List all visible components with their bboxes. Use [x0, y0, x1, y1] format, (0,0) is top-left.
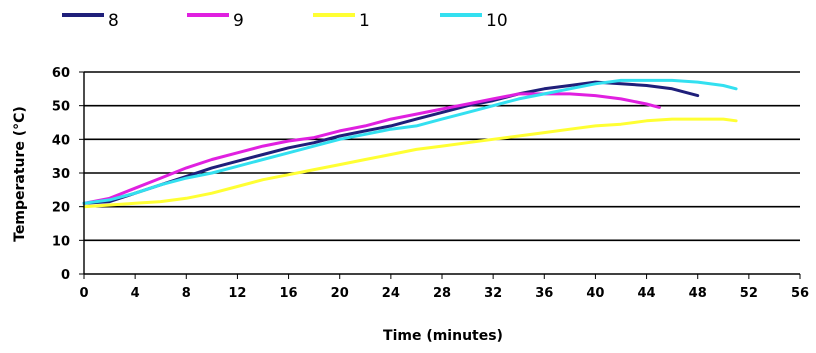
x-tick-label: 40 [586, 286, 604, 301]
legend-label-9: 9 [233, 11, 244, 31]
x-tick-label: 12 [228, 286, 246, 301]
x-tick-label: 0 [79, 286, 88, 301]
gridlines [84, 71, 800, 242]
legend-label-1: 1 [359, 11, 370, 31]
x-tick-label: 20 [331, 286, 349, 301]
x-tick-label: 16 [280, 286, 298, 301]
legend-label-10: 10 [486, 11, 508, 31]
axes [79, 71, 801, 279]
legend-label-8: 8 [108, 11, 119, 31]
x-tick-label: 52 [740, 286, 758, 301]
series-line-1 [82, 117, 738, 209]
x-tick-label: 44 [638, 286, 656, 301]
x-tick-label: 24 [382, 286, 400, 301]
series-line-9 [82, 92, 661, 205]
x-tick-label: 56 [791, 286, 809, 301]
x-axis-title: Time (minutes) [383, 328, 503, 344]
series-line-10 [82, 78, 738, 205]
y-tick-label: 50 [52, 100, 70, 115]
series-line-8 [82, 80, 700, 205]
y-tick-label: 30 [52, 167, 70, 182]
y-axis-title: Temperature (°C) [12, 106, 28, 242]
x-tick-label: 4 [131, 286, 140, 301]
y-tick-label: 60 [52, 66, 70, 81]
y-tick-label: 40 [52, 133, 70, 148]
x-tick-label: 32 [484, 286, 502, 301]
x-tick-label: 48 [689, 286, 707, 301]
x-tick-label: 36 [535, 286, 553, 301]
y-tick-label: 0 [61, 268, 70, 283]
y-tick-label: 10 [52, 234, 70, 249]
y-tick-label: 20 [52, 201, 70, 216]
x-tick-label: 28 [433, 286, 451, 301]
x-tick-label: 8 [182, 286, 191, 301]
legend: 8 9 1 10 [62, 11, 508, 31]
series-layer [82, 78, 738, 209]
